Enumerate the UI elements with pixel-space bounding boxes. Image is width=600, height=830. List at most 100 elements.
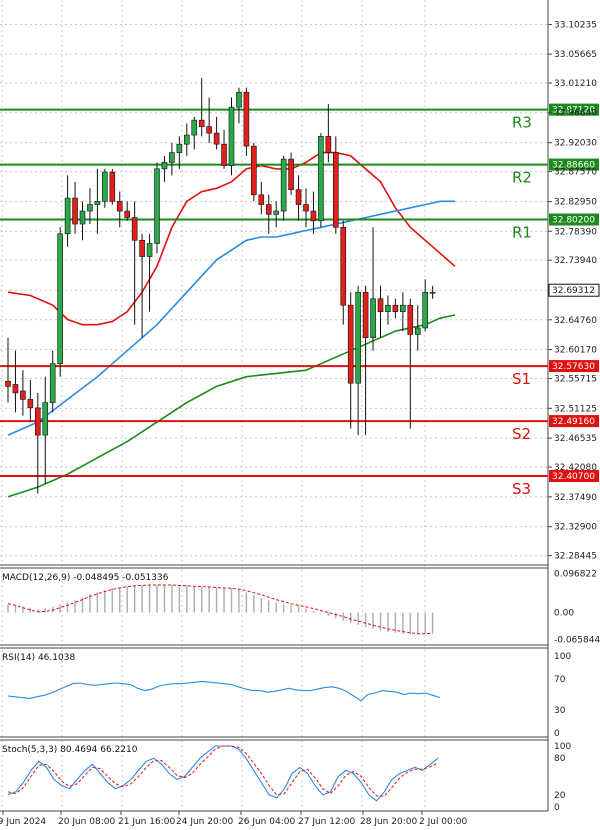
level-price-box-s3 [549,470,599,483]
candle-body [325,136,332,153]
level-price-box-r3 [549,103,599,116]
macd-tick-label: 0.096822 [554,569,597,579]
price-tick-label: 32.42080 [554,463,597,473]
time-tick-label: 27 Jun 12:00 [298,817,355,827]
candle-body [169,152,175,163]
level-label-s3: S3 [512,480,531,498]
rsi-tick-label: 100 [554,652,571,662]
time-tick-label: 21 Jun 16:00 [118,817,175,827]
time-tick-label: 2 Jul 00:00 [419,817,468,827]
level-price-text-r3: 32.97120 [552,106,595,116]
level-price-text-s3: 32.40700 [552,472,595,482]
rsi-label: RSI(14) 46.1038 [2,653,75,663]
candle-body [429,291,436,294]
level-price-box-s1 [549,360,599,373]
macd-panel: 0.096822 0.00 -0.065844 [7,569,600,645]
candle-body [400,304,406,313]
candle-body [198,119,205,127]
candle-body [303,204,309,212]
price-tick-label: 32.92030 [554,139,597,149]
current-price-label: 32.69312 [552,286,595,296]
candle-body [310,210,317,222]
price-tick-label: 32.73940 [554,256,597,266]
stoch-tick-label: 100 [554,742,571,752]
level-label-s2: S2 [512,425,531,443]
level-price-text-r2: 32.88660 [552,161,595,171]
level-price-box-r2 [549,158,599,171]
candle-body [12,384,19,394]
rsi-tick-label: 0 [554,729,560,739]
candle-body [176,143,183,153]
candle-body [64,197,71,235]
candle-body [42,402,49,436]
candle-body [116,201,123,212]
candle-body [295,189,302,205]
candle-body [5,380,11,387]
price-tick-label: 33.01210 [554,79,597,89]
candle-body [139,239,145,257]
rsi-tick-label: 70 [554,675,566,685]
candle-body [49,363,56,403]
pivot-levels: R3 32.97120 R2 32.88660 R1 32.80200 S1 32.57630… [0,103,599,498]
candle-body [288,158,294,190]
price-tick-label: 32.60170 [554,346,597,356]
time-tick-label: 20 Jun 08:00 [58,817,115,827]
candle-body [392,304,399,313]
moving-average-red [7,151,456,326]
candle-body [131,217,138,241]
time-tick-label: 19 Jun 2024 [0,817,46,827]
moving-average-green [7,314,456,498]
price-tick-label: 33.05665 [554,50,597,60]
candle-body [407,304,414,335]
price-tick-label: 32.78390 [554,227,597,237]
time-tick-label: 28 Jun 20:00 [360,817,417,827]
level-price-text-s2: 32.49160 [552,417,595,427]
stoch-tick-label: 0 [554,803,560,813]
price-tick-label: 32.82950 [554,198,597,208]
level-label-s1: S1 [512,370,531,388]
stoch-tick-label: 20 [554,791,566,801]
moving-averages [7,151,456,498]
price-tick-label: 32.32900 [554,523,597,533]
candle-body [124,210,130,218]
level-price-text-r1: 32.80200 [552,216,595,226]
price-tick-label: 32.64760 [554,316,597,326]
level-label-r1: R1 [512,224,532,242]
rsi-panel: 100 70 30 0 [7,652,571,739]
candle-body [318,136,324,222]
candle-body [370,298,376,339]
level-price-box-r1 [549,213,599,226]
candle-body [79,210,86,225]
grid [0,0,549,812]
candle-body [362,291,369,339]
candle-body [72,197,78,225]
candle-body [377,298,384,313]
level-label-r3: R3 [512,114,532,132]
candle-body [206,126,212,134]
stoch-label: Stoch(5,3,3) 80.4694 66.2210 [2,745,138,755]
price-tick-label: 32.96640 [554,109,597,119]
candlesticks [5,77,436,494]
moving-average-blue [7,200,455,436]
level-price-box-s2 [549,415,599,428]
price-tick-label: 32.51125 [554,404,597,414]
time-tick-label: 24 Jun 20:00 [176,817,233,827]
candle-body [280,158,287,212]
macd-tick-label: 0.00 [554,609,574,619]
candle-body [161,162,168,170]
candle-body [221,143,227,166]
level-label-r2: R2 [512,169,532,187]
candle-body [184,134,190,145]
price-tick-label: 33.10235 [554,20,597,30]
candle-body [332,152,339,228]
macd-tick-label: -0.065844 [554,635,600,645]
price-tick-label: 32.28445 [554,552,597,562]
candle-body [265,204,272,215]
rsi-tick-label: 30 [554,706,566,716]
rsi-line [7,680,441,702]
candle-body [27,399,34,409]
stoch-signal-line [7,745,439,797]
candle-body [146,243,153,257]
